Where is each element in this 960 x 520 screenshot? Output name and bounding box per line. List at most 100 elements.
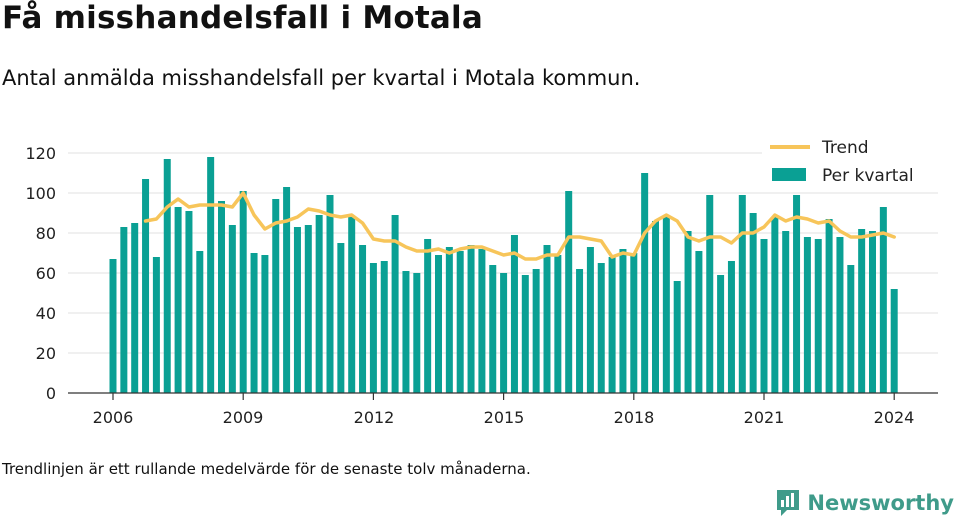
bar [782, 231, 790, 393]
bar [402, 271, 410, 393]
brand-logo: Newsworthy [775, 487, 954, 519]
bar [369, 263, 377, 393]
y-tick-label: 20 [36, 344, 56, 363]
legend-bar-swatch [772, 168, 806, 181]
bar [120, 227, 128, 393]
y-tick-label: 100 [25, 184, 56, 203]
bar [315, 215, 323, 393]
footnote: Trendlinjen är ett rullande medelvärde f… [2, 460, 531, 478]
bar [185, 211, 193, 393]
chart-title: Få misshandelsfall i Motala [2, 0, 483, 36]
legend: Trend Per kvartal [762, 133, 938, 187]
bar [717, 275, 725, 393]
bar [532, 269, 540, 393]
bar [348, 217, 356, 393]
bar [869, 231, 876, 393]
bar [413, 273, 421, 393]
bar [706, 195, 714, 393]
bar [662, 217, 670, 393]
bar [858, 229, 866, 393]
bar [890, 289, 898, 393]
bar [586, 247, 594, 393]
chart-area: 0 20 40 60 80 100 120 2006 2009 2012 201… [25, 133, 938, 427]
x-tick-label: 2015 [484, 408, 525, 427]
bar [641, 173, 649, 393]
y-axis: 0 20 40 60 80 100 120 [25, 144, 56, 403]
bar [380, 261, 388, 393]
bar [803, 237, 811, 393]
bar [228, 225, 236, 393]
x-axis: 2006 2009 2012 2015 2018 2021 2024 [68, 392, 938, 427]
bar [608, 257, 616, 393]
y-tick-label: 0 [46, 384, 56, 403]
bar [695, 251, 703, 393]
bar [771, 217, 779, 393]
bars [109, 157, 898, 393]
bar [131, 223, 139, 393]
bar [478, 249, 486, 393]
trend-line [143, 191, 896, 261]
bar [283, 187, 291, 393]
trend-line-group [143, 191, 896, 261]
bar [652, 221, 659, 393]
bar [825, 219, 833, 393]
bar [435, 255, 442, 393]
legend-trend-label: Trend [821, 138, 869, 158]
bar [565, 191, 573, 393]
bar [218, 201, 225, 393]
bar [597, 263, 605, 393]
bar [261, 255, 269, 393]
bar [543, 245, 551, 393]
bar [196, 251, 204, 393]
bar [424, 239, 432, 393]
bar [152, 257, 160, 393]
bar [174, 207, 182, 393]
bar [239, 191, 247, 393]
bar [879, 207, 887, 393]
bar [467, 245, 475, 393]
bar [293, 227, 301, 393]
y-tick-label: 40 [36, 304, 56, 323]
bar [684, 231, 692, 393]
bar [814, 239, 822, 393]
bar [456, 251, 464, 393]
x-tick-label: 2021 [744, 408, 785, 427]
bar [738, 195, 746, 393]
bar [521, 275, 529, 393]
bar [576, 269, 584, 393]
bar [760, 239, 768, 393]
x-tick-label: 2018 [614, 408, 655, 427]
bar [836, 237, 844, 393]
x-tick-label: 2012 [354, 408, 395, 427]
brand-name: Newsworthy [807, 491, 954, 515]
bar [554, 255, 562, 393]
x-tick-label: 2006 [93, 408, 134, 427]
bar [630, 253, 638, 393]
legend-bar-label: Per kvartal [822, 166, 914, 186]
bar [359, 245, 367, 393]
bar [337, 243, 345, 393]
bar [673, 281, 681, 393]
bar [793, 195, 801, 393]
bar [272, 199, 280, 393]
x-tick-label: 2009 [223, 408, 264, 427]
x-tick-label: 2024 [874, 408, 915, 427]
bar [489, 265, 497, 393]
bar [391, 215, 399, 393]
bar [847, 265, 855, 393]
bar [445, 247, 453, 393]
y-tick-label: 60 [36, 264, 56, 283]
y-tick-label: 120 [25, 144, 56, 163]
bar [109, 259, 117, 393]
bar [500, 273, 508, 393]
bar [619, 249, 627, 393]
bar [207, 157, 215, 393]
bar [142, 179, 150, 393]
bar [749, 213, 757, 393]
y-tick-label: 80 [36, 224, 56, 243]
bar [304, 225, 312, 393]
newsworthy-logo-icon [777, 490, 800, 516]
bar [250, 253, 258, 393]
bar [727, 261, 735, 393]
bar [510, 235, 518, 393]
